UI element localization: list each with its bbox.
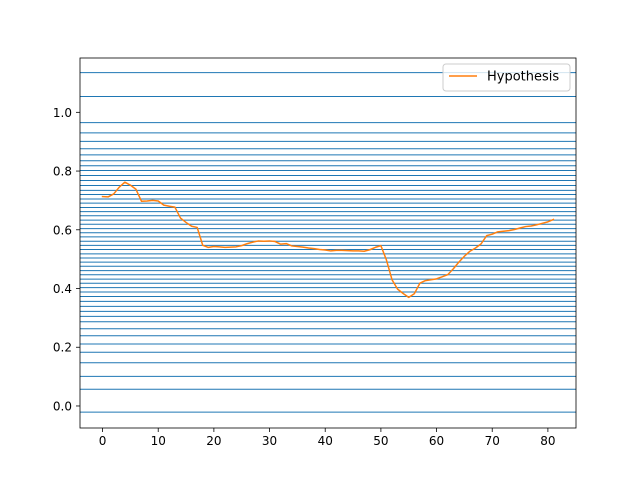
x-tick-label: 30: [262, 434, 277, 448]
y-tick-label: 0.8: [53, 165, 72, 179]
y-tick-label: 0.4: [53, 282, 72, 296]
legend-label-hypothesis: Hypothesis: [487, 70, 559, 85]
y-axis: 0.0 0.2 0.4 0.6 0.8 1.0: [53, 106, 80, 413]
y-tick-label: 1.0: [53, 106, 72, 120]
y-tick-label: 0.2: [53, 341, 72, 355]
x-tick-label: 60: [429, 434, 444, 448]
x-tick-label: 50: [373, 434, 388, 448]
x-tick-label: 20: [206, 434, 221, 448]
x-tick-label: 80: [540, 434, 555, 448]
y-tick-label: 0.6: [53, 223, 72, 237]
series-group: [101, 181, 555, 299]
x-tick-label: 10: [151, 434, 166, 448]
y-tick-label: 0.0: [53, 399, 72, 413]
series-line-hypothesis: [101, 181, 555, 299]
x-tick-label: 70: [485, 434, 500, 448]
x-tick-label: 0: [99, 434, 107, 448]
legend-frame: [442, 63, 571, 92]
horizontal-line-group: [80, 72, 576, 413]
x-tick-label: 40: [318, 434, 333, 448]
plot-frame: [79, 57, 577, 429]
legend: Hypothesis: [442, 63, 571, 92]
x-axis: 0 10 20 30 40 50 60 70 80: [99, 428, 556, 448]
